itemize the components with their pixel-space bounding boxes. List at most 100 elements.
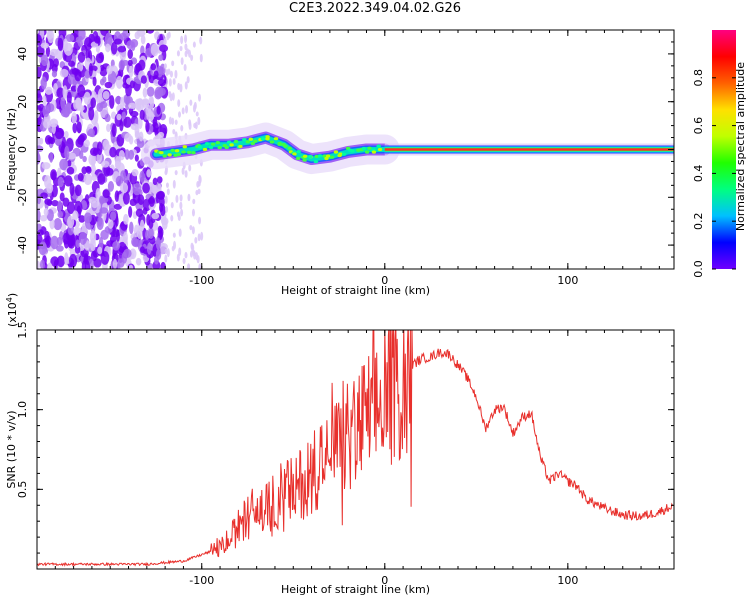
- noise-blob: [167, 68, 171, 75]
- noise-blob: [107, 219, 114, 229]
- noise-blob: [169, 93, 173, 102]
- noise-blob: [197, 233, 201, 242]
- noise-blob: [94, 94, 100, 102]
- noise-blob: [188, 119, 192, 127]
- noise-blob: [138, 131, 144, 142]
- snr-x-tick-label: -100: [189, 574, 214, 587]
- noise-blob: [135, 208, 144, 218]
- noise-blob: [153, 70, 159, 79]
- noise-blob: [191, 208, 195, 217]
- snr-y-tick-label: 1.5: [16, 321, 29, 339]
- noise-blob: [68, 60, 76, 67]
- signal-core: [356, 148, 361, 152]
- noise-blob: [189, 224, 193, 231]
- noise-blob: [128, 264, 134, 269]
- noise-blob: [57, 37, 64, 51]
- signal-core: [167, 153, 172, 157]
- noise-blob: [50, 169, 57, 181]
- noise-blob: [56, 87, 65, 98]
- noise-blob: [77, 172, 84, 182]
- signal-core: [302, 158, 307, 162]
- noise-blob: [37, 208, 41, 223]
- noise-blob: [84, 260, 90, 269]
- noise-blob: [184, 170, 188, 178]
- spectrogram-x-tick-label: -100: [189, 274, 214, 287]
- signal-core: [333, 150, 339, 154]
- noise-blob: [37, 260, 41, 269]
- spectrogram-y-tick-label: 0: [16, 146, 29, 153]
- noise-blob: [97, 246, 103, 255]
- colorbar-tick-label: 0.4: [692, 165, 705, 183]
- noise-blob: [114, 156, 122, 168]
- noise-blob: [142, 207, 148, 215]
- noise-blob: [179, 45, 183, 52]
- noise-blob: [189, 250, 193, 258]
- signal-core: [283, 144, 288, 148]
- noise-blob: [117, 46, 126, 53]
- noise-blob: [37, 194, 41, 205]
- noise-blob: [146, 242, 152, 255]
- noise-blob: [128, 149, 135, 160]
- snr-x-tick-label: 0: [381, 574, 388, 587]
- noise-blob: [37, 145, 44, 153]
- noise-blob: [94, 110, 99, 124]
- noise-blob: [50, 256, 59, 267]
- colorbar: [712, 30, 736, 269]
- signal-core: [302, 154, 308, 158]
- noise-blob: [128, 206, 133, 218]
- noise-blob: [187, 193, 191, 202]
- noise-blob: [156, 105, 161, 115]
- spectrogram-x-tick-label: 0: [381, 274, 388, 287]
- noise-blob: [184, 251, 188, 259]
- signal-core: [182, 145, 187, 149]
- noise-blob: [174, 170, 178, 176]
- noise-blob: [86, 166, 92, 174]
- noise-blob: [199, 53, 203, 63]
- noise-blob: [148, 195, 155, 207]
- noise-blob: [139, 109, 145, 121]
- noise-blob: [163, 37, 167, 46]
- noise-blob: [129, 221, 134, 235]
- noise-blob: [112, 258, 118, 269]
- noise-blob: [118, 150, 125, 161]
- signal-core: [314, 154, 319, 159]
- noise-blob: [160, 261, 167, 269]
- noise-blob: [74, 69, 82, 82]
- noise-blob: [100, 250, 110, 265]
- noise-blob: [45, 235, 52, 248]
- noise-blob: [167, 31, 171, 39]
- signal-core: [226, 140, 232, 144]
- noise-blob: [178, 228, 182, 237]
- noise-blob: [74, 184, 82, 197]
- signal-core: [181, 150, 186, 154]
- noise-blob: [123, 231, 128, 244]
- noise-blob: [157, 190, 166, 200]
- noise-blob: [139, 170, 145, 183]
- noise-blob: [94, 35, 101, 44]
- noise-blob: [142, 182, 150, 194]
- signal-core: [324, 156, 329, 161]
- noise-blob: [107, 181, 115, 192]
- noise-blob: [57, 200, 63, 212]
- signal-core: [364, 150, 370, 154]
- noise-blob: [92, 76, 97, 87]
- noise-blob: [37, 34, 42, 46]
- signal-core: [265, 137, 270, 141]
- noise-blob: [54, 127, 64, 140]
- noise-blob: [83, 37, 93, 51]
- noise-blob: [150, 63, 157, 71]
- noise-blob: [190, 54, 194, 61]
- noise-blob: [172, 232, 176, 238]
- spectrogram-y-axis-label: Frequency (Hz): [5, 108, 18, 191]
- noise-blob: [42, 95, 47, 107]
- noise-blob: [106, 65, 113, 75]
- signal-core: [253, 139, 258, 143]
- noise-blob: [64, 145, 70, 160]
- noise-blob: [165, 182, 169, 188]
- noise-blob: [62, 85, 68, 99]
- snr-y-axis-label: SNR (10 * v/v): [5, 410, 18, 488]
- strong-band-core: [384, 148, 674, 151]
- noise-blob: [196, 180, 200, 188]
- noise-blob: [101, 160, 110, 168]
- noise-blob: [88, 153, 97, 166]
